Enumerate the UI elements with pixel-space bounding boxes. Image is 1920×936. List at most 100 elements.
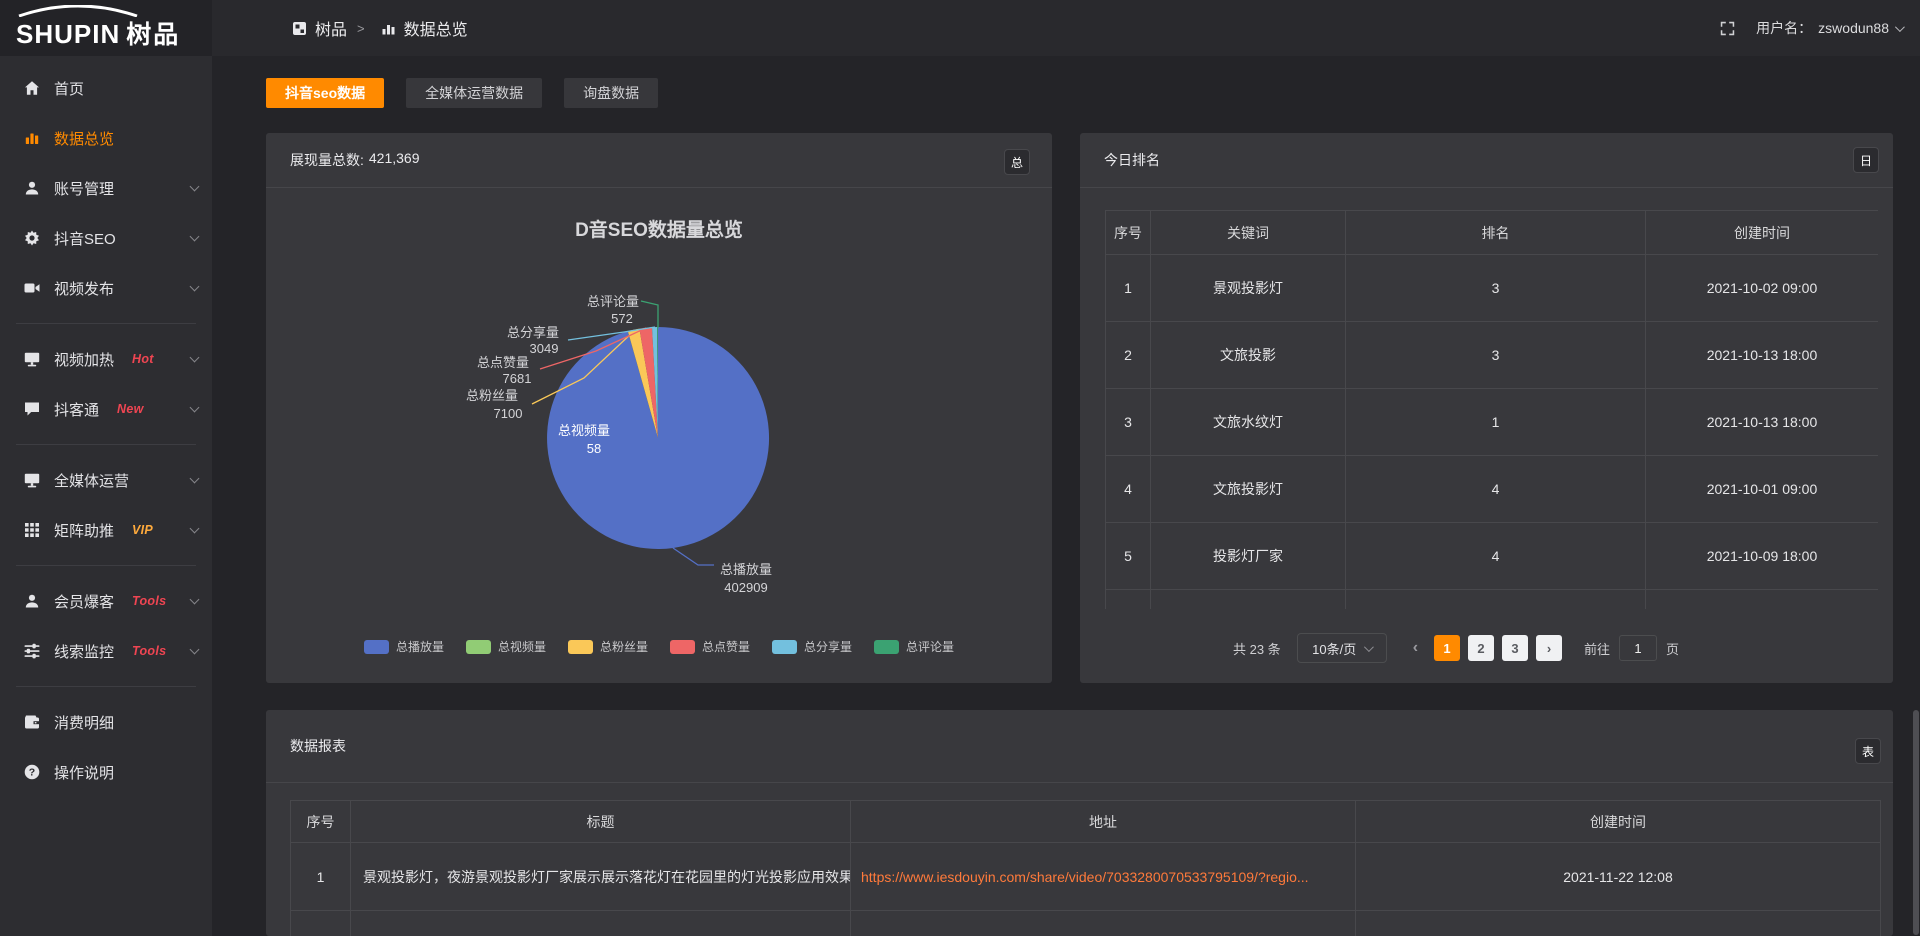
legend-item[interactable]: 总播放量 [363,638,444,655]
tab-inquiry-data[interactable]: 询盘数据 [564,78,659,108]
svg-text:58: 58 [587,441,601,456]
user-menu[interactable]: 用户名： zswodun88 [1756,18,1905,38]
seo-chart-panel: 展现量总数: 421,369 总 D音SEO数据量总览 总播放量 402909 总视… [266,133,1052,683]
sidebar-item-douketong[interactable]: 抖客通 New [0,384,212,434]
legend-swatch [567,639,593,654]
sliders-icon [24,643,40,659]
new-badge: New [117,402,144,416]
bar-chart-icon [25,133,39,144]
chevron-down-icon [1894,21,1905,32]
breadcrumb-separator: > [357,20,365,36]
goto-label: 前往 [1584,641,1611,657]
legend-label: 总点赞量 [702,640,751,654]
breadcrumb-current: 数据总览 [403,22,468,39]
sidebar-item-label: 矩阵助推 [54,522,115,540]
logo-brand: SHUPIN [16,19,121,49]
goto-page-input[interactable] [1619,635,1658,661]
tools-badge: Tools [132,594,167,608]
report-table: 序号 标题 地址 创建时间 1 景观投影灯，夜游景观投影灯厂家展示展示落花灯在花… [290,800,1881,936]
tab-douyin-seo-data[interactable]: 抖音seo数据 [266,78,385,108]
legend-swatch [465,639,491,654]
legend-item[interactable]: 总视频量 [465,638,546,655]
legend-item[interactable]: 总评论量 [874,638,954,655]
legend-item[interactable]: 总分享量 [772,638,852,655]
topbar: SHUPIN 树品 树品 > 数据总览 用户名： zswodun88 [0,0,1920,56]
video-url-link[interactable]: https://www.iesdouyin.com/share/video/70… [850,842,1356,911]
breadcrumb-root[interactable]: 树品 [315,22,348,39]
col-header-keyword: 关键词 [1150,210,1346,255]
page-button-3[interactable]: 3 [1502,635,1529,661]
sidebar-item-media-ops[interactable]: 全媒体运营 [0,455,212,505]
table-row: 2 文旅投影 3 2021-10-13 18:00 [1105,321,1878,389]
svg-text:总分享量: 总分享量 [507,325,559,340]
total-badge-button[interactable]: 总 [1004,149,1030,175]
panel-divider [1080,187,1893,188]
sidebar-item-label: 账号管理 [54,180,115,198]
panel-divider [266,782,1893,783]
ranking-table-wrap: 序号 关键词 排名 创建时间 1 景观投影灯 3 2021-10-02 09:0… [1105,210,1878,609]
sidebar-item-video-publish[interactable]: 视频发布 [0,263,212,313]
svg-text:总粉丝量: 总粉丝量 [466,388,518,403]
col-header-created: 创建时间 [1645,210,1878,255]
legend-label: 总分享量 [804,640,853,654]
page-size-select[interactable]: 10条/页 [1296,633,1387,663]
chevron-down-icon [189,231,200,241]
sidebar-item-label: 抖客通 [54,401,100,419]
sidebar-item-video-heat[interactable]: 视频加热 Hot [0,334,212,384]
chevron-down-icon [189,281,200,291]
sidebar-item-data-overview[interactable]: 数据总览 [0,113,212,163]
svg-text:总播放量: 总播放量 [720,562,772,577]
scrollbar-thumb[interactable] [1913,710,1919,935]
sidebar-item-matrix-boost[interactable]: 矩阵助推 VIP [0,505,212,555]
sidebar: 首页 数据总览 账号管理 抖音SEO 视频发布 视频加热 Hot 抖客通 New… [0,56,212,936]
grid-matrix-icon [25,523,39,537]
vip-badge: VIP [132,523,154,537]
hot-badge: Hot [132,352,154,366]
col-header-index: 序号 [290,800,351,843]
prev-page-button[interactable]: ‹ [1412,639,1419,656]
chevron-down-icon [189,352,200,362]
sidebar-divider [16,444,196,445]
pagination: 共 23 条 10条/页 ‹ 1 2 3 › 前往 页 [1233,633,1679,663]
chevron-down-icon [1364,641,1375,652]
video-title-cell: 景观投影灯，夜游景观投影灯厂家展示展示落花灯在花园里的灯光投影应用效果 # [350,842,851,911]
sidebar-item-help[interactable]: ? 操作说明 [0,747,212,797]
page-button-1[interactable]: 1 [1434,635,1461,661]
fullscreen-icon[interactable] [1719,20,1736,37]
media-screen-icon [24,473,40,488]
panel-divider [266,187,1052,188]
impressions-label: 展现量总数: [290,152,364,168]
table-badge-button[interactable]: 表 [1855,738,1881,764]
sidebar-divider [16,565,196,566]
sidebar-item-spend-detail[interactable]: 消费明细 [0,697,212,747]
chat-icon [25,402,39,416]
day-badge-button[interactable]: 日 [1853,147,1879,173]
breadcrumb-root-icon [293,21,306,35]
impressions-value: 421,369 [368,150,420,166]
next-page-button[interactable]: › [1536,635,1563,661]
user-icon [25,181,39,195]
sidebar-item-lead-monitor[interactable]: 线索监控 Tools [0,626,212,676]
sidebar-item-label: 线索监控 [54,643,115,661]
page-button-2[interactable]: 2 [1468,635,1495,661]
today-ranking-panel: 今日排名 日 序号 关键词 排名 创建时间 1 景观投影灯 3 2021-10-… [1080,133,1893,683]
sidebar-divider [16,323,196,324]
tools-badge: Tools [132,644,167,658]
sidebar-item-label: 消费明细 [54,714,115,732]
legend-item[interactable]: 总点赞量 [670,638,750,655]
tab-media-ops-data[interactable]: 全媒体运营数据 [406,78,543,108]
clipped-row [290,910,1881,936]
legend-item[interactable]: 总粉丝量 [567,638,648,655]
col-header-url: 地址 [850,800,1356,843]
sidebar-item-account[interactable]: 账号管理 [0,163,212,213]
sidebar-item-member-tools[interactable]: 会员爆客 Tools [0,576,212,626]
member-icon [25,594,39,608]
sidebar-item-label: 操作说明 [54,764,115,782]
sidebar-item-home[interactable]: 首页 [0,63,212,113]
video-upload-icon [24,283,40,293]
col-header-created: 创建时间 [1355,800,1881,843]
sidebar-item-label: 数据总览 [54,130,115,148]
breadcrumb-chart-icon [382,24,395,34]
legend-label: 总播放量 [395,640,444,654]
sidebar-item-douyin-seo[interactable]: 抖音SEO [0,213,212,263]
